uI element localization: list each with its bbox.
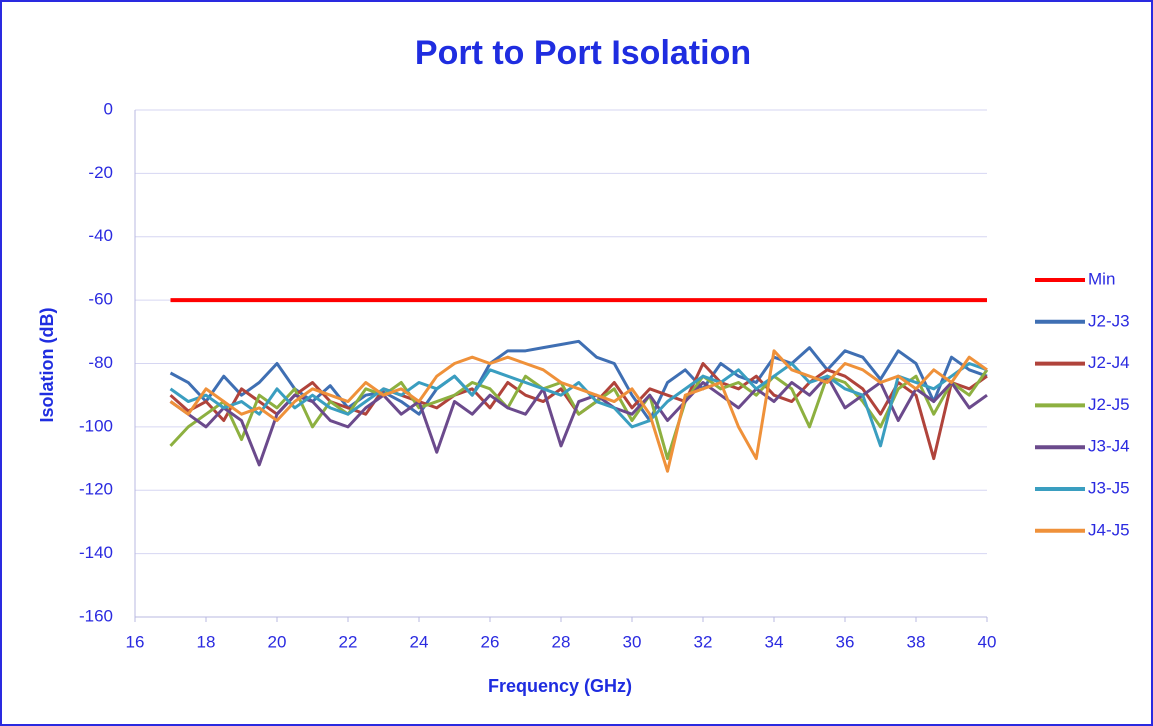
x-tick-label: 32: [694, 632, 713, 651]
y-tick-label: 0: [104, 99, 113, 118]
legend-label: J2-J5: [1088, 395, 1130, 414]
legend-label: J3-J5: [1088, 478, 1130, 497]
series-line: [169, 339, 988, 423]
x-tick-label: 22: [339, 632, 358, 651]
y-axis-label: Isolation (dB): [37, 308, 57, 423]
legend-label: J2-J4: [1088, 353, 1130, 372]
series-line: [169, 349, 988, 473]
y-tick-label: -120: [79, 480, 113, 499]
y-tick-label: -40: [88, 226, 113, 245]
series-line: [169, 368, 989, 461]
y-tick-label: -140: [79, 543, 113, 562]
y-tick-label: -20: [88, 163, 113, 182]
x-tick-label: 34: [765, 632, 784, 651]
y-tick-label: -100: [79, 416, 113, 435]
chart-title: Port to Port Isolation: [415, 34, 751, 72]
x-tick-label: 26: [481, 632, 500, 651]
series-line: [169, 362, 988, 448]
legend-label: J2-J3: [1088, 311, 1130, 330]
legend-label: J3-J4: [1088, 437, 1130, 456]
y-tick-label: -160: [79, 606, 113, 625]
x-axis-label: Frequency (GHz): [488, 676, 632, 696]
y-tick-label: -60: [88, 290, 113, 309]
x-tick-label: 36: [836, 632, 855, 651]
x-tick-label: 30: [623, 632, 642, 651]
x-tick-label: 18: [197, 632, 216, 651]
x-tick-label: 40: [978, 632, 997, 651]
y-tick-label: -80: [88, 353, 113, 372]
x-tick-label: 20: [268, 632, 287, 651]
legend-label: J4-J5: [1088, 520, 1130, 539]
x-tick-label: 16: [126, 632, 145, 651]
x-tick-label: 28: [552, 632, 571, 651]
x-tick-label: 38: [907, 632, 926, 651]
x-tick-label: 24: [410, 632, 429, 651]
legend-label: Min: [1088, 269, 1115, 288]
